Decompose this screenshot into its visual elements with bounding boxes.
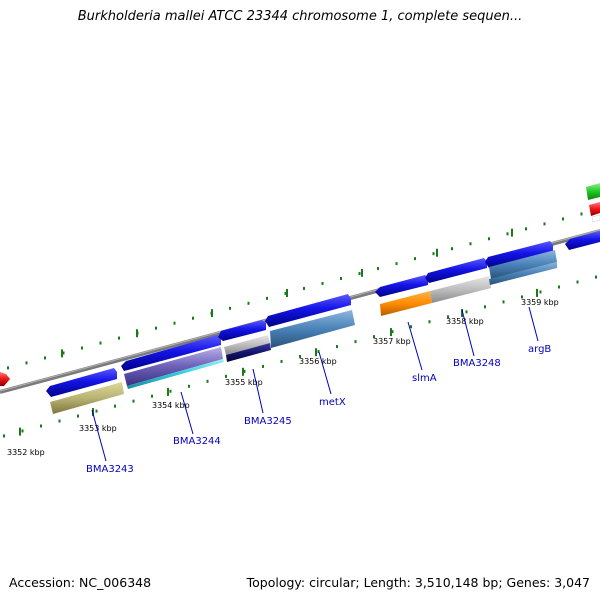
scale-tick-label: 3352 kbp bbox=[7, 448, 45, 457]
edge-features bbox=[0, 183, 600, 386]
feature-block-navy[interactable] bbox=[226, 343, 271, 362]
feature-block-khaki[interactable] bbox=[50, 382, 124, 414]
forward-strand-features bbox=[46, 231, 600, 397]
gene-arrow[interactable] bbox=[565, 231, 600, 250]
gene-arrow[interactable] bbox=[265, 294, 351, 327]
gene-arrow[interactable] bbox=[425, 258, 487, 283]
gene-leader-line bbox=[318, 351, 332, 395]
scale-tick-label: 3357 kbp bbox=[373, 337, 411, 346]
gene-leader-line bbox=[528, 306, 539, 342]
scale-tick-label: 3353 kbp bbox=[79, 424, 117, 433]
gene-label[interactable]: BMA3248 bbox=[453, 358, 501, 369]
gene-arrow[interactable] bbox=[121, 335, 221, 371]
scale-tick-label: 3354 kbp bbox=[152, 401, 190, 410]
feature-block-steel[interactable] bbox=[270, 310, 355, 348]
gene-leader-line bbox=[180, 391, 194, 435]
gene-label[interactable]: BMA3244 bbox=[173, 436, 221, 447]
sequence-summary: Topology: circular; Length: 3,510,148 bp… bbox=[246, 575, 590, 590]
gene-arrow[interactable] bbox=[485, 241, 553, 268]
green-block-right[interactable] bbox=[586, 183, 600, 200]
page-title: Burkholderia mallei ATCC 23344 chromosom… bbox=[77, 9, 523, 24]
gene-label[interactable]: argB bbox=[528, 344, 551, 355]
gene-arrow[interactable] bbox=[218, 320, 266, 341]
scale-tick-label: 3356 kbp bbox=[299, 357, 337, 366]
gene-label[interactable]: metX bbox=[319, 397, 346, 408]
gene-arrow[interactable] bbox=[46, 368, 117, 397]
white-block-right[interactable] bbox=[591, 214, 600, 223]
gene-leader-line bbox=[461, 309, 475, 357]
gene-labels: BMA3243 BMA3244 BMA3245 metX slmA BMA3248 argB bbox=[86, 306, 551, 475]
gene-label[interactable]: BMA3245 bbox=[244, 416, 292, 427]
gene-leader-line bbox=[252, 368, 264, 414]
feature-block-steel-2[interactable] bbox=[489, 250, 557, 279]
scale-tick-label: 3355 kbp bbox=[225, 378, 263, 387]
red-block-right[interactable] bbox=[589, 202, 600, 216]
feature-block-steel-3[interactable] bbox=[489, 262, 557, 285]
feature-block-gray-2[interactable] bbox=[430, 276, 491, 303]
gene-label[interactable]: slmA bbox=[412, 373, 437, 384]
gene-arrow[interactable] bbox=[375, 275, 428, 297]
feature-block-cyan[interactable] bbox=[127, 359, 224, 389]
feature-block-purple[interactable] bbox=[124, 347, 223, 386]
gene-label[interactable]: BMA3243 bbox=[86, 464, 134, 475]
feature-blocks bbox=[50, 250, 557, 414]
gene-leader-line bbox=[91, 409, 107, 462]
red-arrow-left[interactable] bbox=[0, 372, 10, 386]
dotted-track-lines bbox=[3, 207, 600, 438]
gene-leader-line bbox=[407, 321, 423, 371]
scale-tick-label: 3359 kbp bbox=[521, 298, 559, 307]
feature-block-gray[interactable] bbox=[224, 335, 270, 355]
accession-text: Accession: NC_006348 bbox=[9, 575, 152, 590]
feature-block-orange[interactable] bbox=[380, 291, 432, 316]
